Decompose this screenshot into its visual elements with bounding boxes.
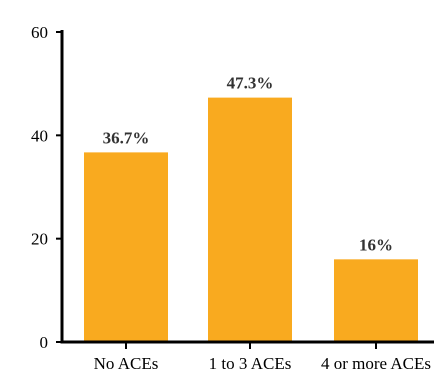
bar-1 bbox=[84, 152, 168, 342]
bars-group bbox=[84, 97, 418, 342]
bar-2 bbox=[208, 97, 292, 342]
x-tick-label-2: 1 to 3 ACEs bbox=[209, 354, 292, 373]
y-tick-label-40: 40 bbox=[31, 126, 48, 145]
data-label-1: 36.7% bbox=[103, 128, 150, 147]
x-tick-label-1: No ACEs bbox=[94, 354, 159, 373]
y-ticks-group: 0 20 40 60 bbox=[31, 23, 62, 352]
x-ticks-group: No ACEs 1 to 3 ACEs 4 or more ACEs bbox=[94, 342, 431, 373]
y-tick-label-0: 0 bbox=[40, 333, 49, 352]
data-label-2: 47.3% bbox=[227, 74, 274, 93]
data-label-3: 16% bbox=[359, 235, 393, 254]
y-tick-label-60: 60 bbox=[31, 23, 48, 42]
axes-group bbox=[60, 30, 434, 344]
bar-3 bbox=[334, 259, 418, 342]
y-tick-label-20: 20 bbox=[31, 230, 48, 249]
data-labels-group: 36.7% 47.3% 16% bbox=[103, 74, 393, 255]
x-tick-label-3: 4 or more ACEs bbox=[321, 354, 431, 373]
